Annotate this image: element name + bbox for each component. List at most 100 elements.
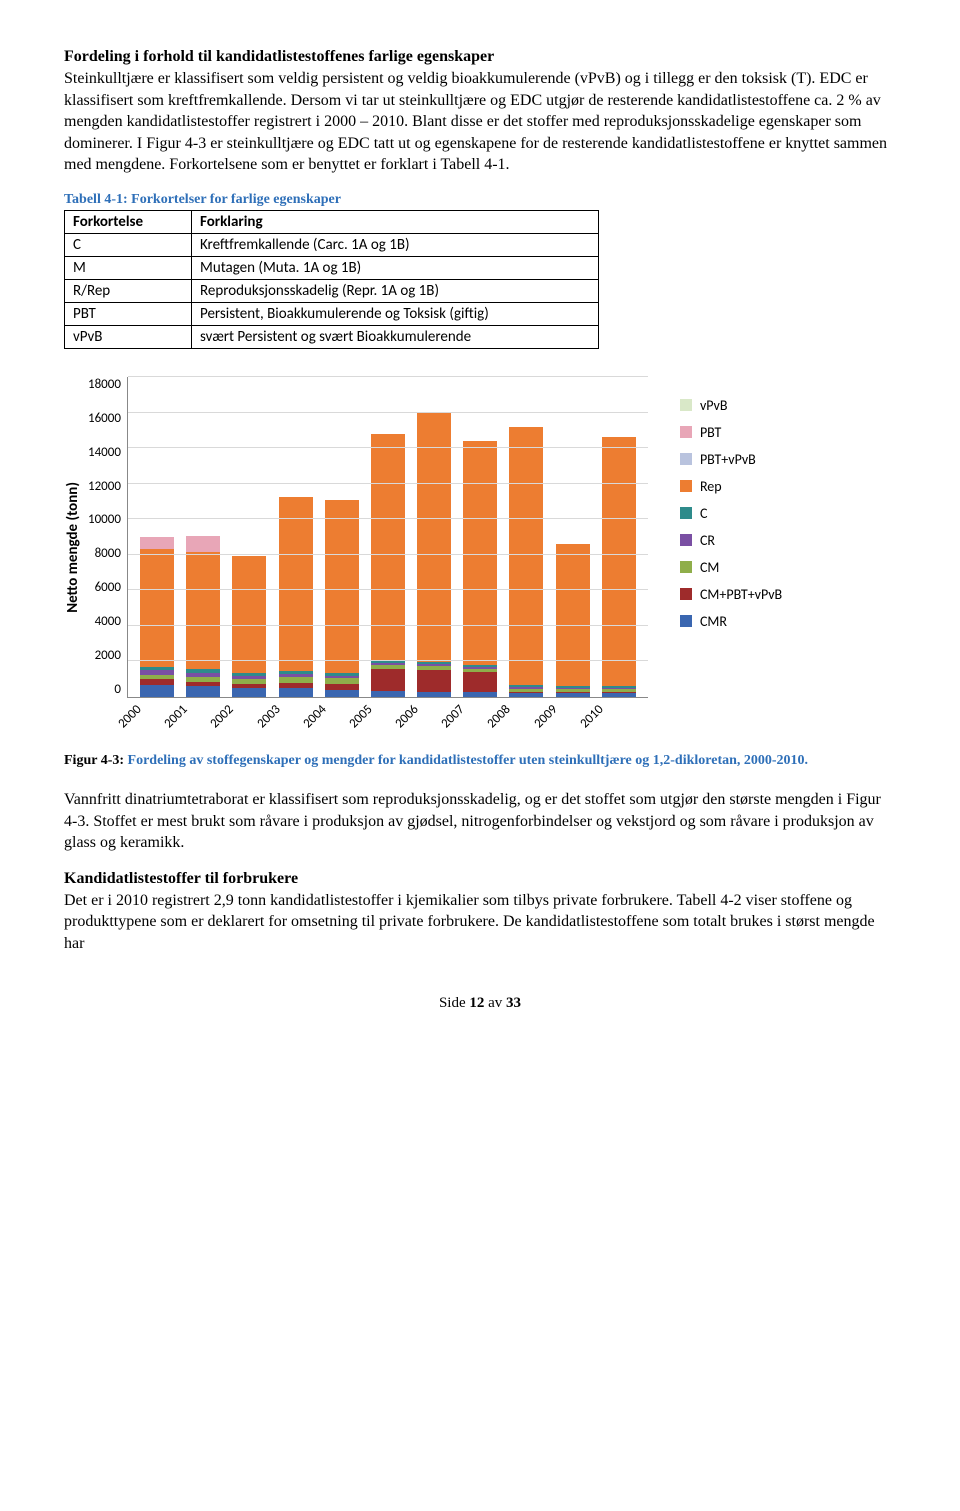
bar-column	[140, 537, 174, 697]
bar-column	[279, 497, 313, 697]
table-row: C Kreftfremkallende (Carc. 1A og 1B)	[65, 233, 599, 256]
x-tick-label: 2004	[295, 702, 330, 737]
y-tick-label: 8000	[88, 546, 121, 561]
gridline	[128, 447, 648, 448]
table-cell: Persistent, Bioakkumulerende og Toksisk …	[192, 302, 599, 325]
table-row: R/Rep Reproduksjonsskadelig (Repr. 1A og…	[65, 279, 599, 302]
legend-swatch	[680, 588, 692, 600]
section-heading: Kandidatlistestoffer til forbrukere	[64, 870, 896, 888]
table-cell: vPvB	[65, 325, 192, 348]
bar-segment	[509, 693, 543, 697]
y-tick-label: 16000	[88, 411, 121, 426]
bar-column	[232, 556, 266, 697]
gridline	[128, 483, 648, 484]
table-row: PBT Persistent, Bioakkumulerende og Toks…	[65, 302, 599, 325]
legend-item: PBT	[680, 424, 782, 441]
legend-label: CMR	[700, 613, 727, 630]
x-tick-label: 2010	[572, 702, 607, 737]
figure-caption: Figur 4-3: Fordeling av stoffegenskaper …	[64, 753, 896, 769]
table-row: M Mutagen (Muta. 1A og 1B)	[65, 256, 599, 279]
legend-swatch	[680, 453, 692, 465]
gridline	[128, 625, 648, 626]
x-tick-label: 2008	[479, 702, 514, 737]
gridline	[128, 554, 648, 555]
gridline	[128, 589, 648, 590]
x-tick-label: 2002	[202, 702, 237, 737]
table-cell: svært Persistent og svært Bioakkumuleren…	[192, 325, 599, 348]
bar-segment	[556, 544, 590, 686]
legend-swatch	[680, 507, 692, 519]
y-axis-label: Netto mengde (tonn)	[64, 482, 82, 613]
plot-area	[127, 377, 648, 698]
x-tick-label: 2005	[341, 702, 376, 737]
body-paragraph: Vannfritt dinatriumtetraborat er klassif…	[64, 789, 896, 854]
bar-segment	[509, 427, 543, 686]
bar-segment	[417, 670, 451, 691]
legend-label: CM	[700, 559, 719, 576]
legend-label: CM+PBT+vPvB	[700, 586, 782, 603]
legend-swatch	[680, 615, 692, 627]
y-tick-label: 14000	[88, 445, 121, 460]
bar-segment	[325, 690, 359, 697]
bar-segment	[279, 688, 313, 697]
x-tick-label: 2006	[387, 702, 422, 737]
legend-label: CR	[700, 532, 715, 549]
figure-caption-lead: Figur 4-3:	[64, 753, 128, 768]
x-tick-label: 2001	[156, 702, 191, 737]
footer-of: av	[484, 995, 506, 1011]
table-cell: PBT	[65, 302, 192, 325]
bar-segment	[602, 693, 636, 697]
bar-segment	[371, 691, 405, 697]
legend-item: C	[680, 505, 782, 522]
bar-segment	[602, 437, 636, 686]
bar-segment	[140, 537, 174, 549]
bar-column	[186, 536, 220, 697]
section-heading: Fordeling i forhold til kandidatlistesto…	[64, 48, 896, 66]
table-cell: Mutagen (Muta. 1A og 1B)	[192, 256, 599, 279]
legend-item: PBT+vPvB	[680, 451, 782, 468]
y-tick-label: 4000	[88, 614, 121, 629]
legend-item: CM	[680, 559, 782, 576]
bar-segment	[371, 434, 405, 662]
y-tick-label: 0	[88, 682, 121, 697]
table-cell: Kreftfremkallende (Carc. 1A og 1B)	[192, 233, 599, 256]
legend-label: Rep	[700, 478, 722, 495]
bar-column	[371, 434, 405, 697]
figure-caption-text: Fordeling av stoffegenskaper og mengder …	[128, 753, 809, 768]
x-axis-ticks: 2000200120022003200420052006200720082009…	[88, 698, 608, 717]
bar-segment	[232, 688, 266, 697]
legend-item: CM+PBT+vPvB	[680, 586, 782, 603]
stacked-bar-chart: Netto mengde (tonn) 18000 16000 14000 12000…	[64, 377, 896, 717]
y-tick-label: 2000	[88, 648, 121, 663]
bar-segment	[232, 556, 266, 673]
bar-segment	[186, 536, 220, 552]
footer-prefix: Side	[439, 995, 469, 1011]
table-cell: C	[65, 233, 192, 256]
legend-swatch	[680, 480, 692, 492]
x-tick-label: 2000	[110, 702, 145, 737]
bar-segment	[325, 500, 359, 673]
page-footer: Side 12 av 33	[64, 995, 896, 1012]
legend-swatch	[680, 534, 692, 546]
x-tick-label: 2003	[249, 702, 284, 737]
table-caption: Tabell 4-1: Forkortelser for farlige ege…	[64, 192, 896, 208]
table-header-cell: Forkortelse	[65, 210, 192, 233]
y-tick-label: 12000	[88, 479, 121, 494]
body-paragraph: Det er i 2010 registrert 2,9 tonn kandid…	[64, 890, 896, 955]
y-tick-label: 6000	[88, 580, 121, 595]
bar-segment	[463, 672, 497, 692]
legend-item: Rep	[680, 478, 782, 495]
y-axis-ticks: 1800016000140001200010000800060004000200…	[88, 377, 121, 697]
table-header-row: Forkortelse Forklaring	[65, 210, 599, 233]
table-cell: R/Rep	[65, 279, 192, 302]
bar-segment	[371, 669, 405, 690]
bar-column	[509, 427, 543, 697]
bar-segment	[417, 692, 451, 697]
bar-segment	[140, 549, 174, 666]
footer-page: 12	[469, 995, 484, 1011]
gridline	[128, 518, 648, 519]
bar-column	[602, 437, 636, 696]
legend-swatch	[680, 399, 692, 411]
y-tick-label: 18000	[88, 377, 121, 392]
bar-segment	[140, 685, 174, 697]
